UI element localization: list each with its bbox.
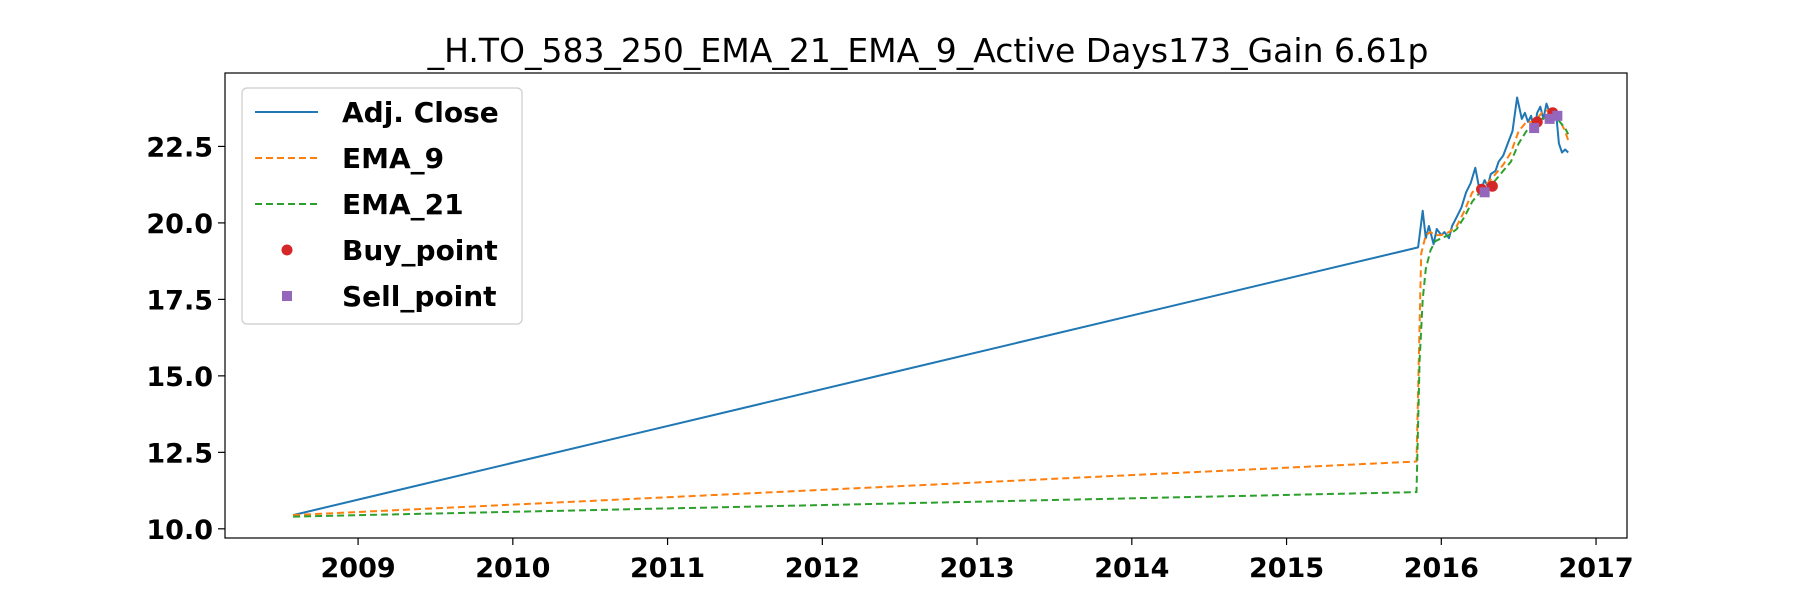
sell-point-marker [1529, 123, 1540, 134]
legend-box [241, 87, 523, 325]
marker-layer [1476, 107, 1563, 198]
x-tick-label: 2016 [1404, 553, 1479, 584]
x-tick-label: 2010 [475, 553, 550, 584]
y-axis: 10.0 12.5 15.0 17.5 20.0 22.5 [146, 132, 225, 546]
sell-point-marker [1544, 113, 1555, 124]
y-tick-label: 15.0 [146, 362, 213, 393]
chart-title: _H.TO_583_250_EMA_21_EMA_9_Active Days17… [427, 31, 1429, 70]
legend-handle-sell-point [282, 291, 292, 301]
y-tick-label: 17.5 [146, 285, 213, 316]
series-line-ema-9 [293, 108, 1570, 517]
sell-point-marker [1552, 110, 1563, 121]
y-tick-label: 10.0 [146, 515, 213, 546]
plot-frame [224, 72, 1628, 539]
x-tick-label: 2012 [785, 553, 860, 584]
x-axis: 2009 2010 2011 2012 2013 2014 2015 2016 2017 [321, 538, 1634, 584]
y-tick-label: 12.5 [146, 438, 213, 469]
x-tick-label: 2011 [630, 553, 705, 584]
legend-handle-buy-point [281, 244, 293, 256]
legend-label-ema-21: EMA_21 [342, 188, 464, 221]
x-tick-label: 2014 [1094, 553, 1169, 584]
sell-point-marker [1479, 187, 1490, 198]
x-tick-label: 2017 [1558, 553, 1633, 584]
legend-label-ema-9: EMA_9 [342, 142, 444, 175]
legend-label-buy-point: Buy_point [342, 234, 498, 267]
legend-label-adj-close: Adj. Close [342, 96, 499, 129]
x-tick-label: 2009 [321, 553, 396, 584]
y-tick-label: 22.5 [146, 132, 213, 163]
y-tick-label: 20.0 [146, 209, 213, 240]
series-line-adj-close [292, 96, 1569, 517]
x-tick-label: 2013 [939, 553, 1014, 584]
legend: Adj. Close EMA_9 EMA_21 Buy_point Sell_point [241, 87, 523, 325]
x-tick-label: 2015 [1249, 553, 1324, 584]
legend-label-sell-point: Sell_point [342, 280, 497, 313]
